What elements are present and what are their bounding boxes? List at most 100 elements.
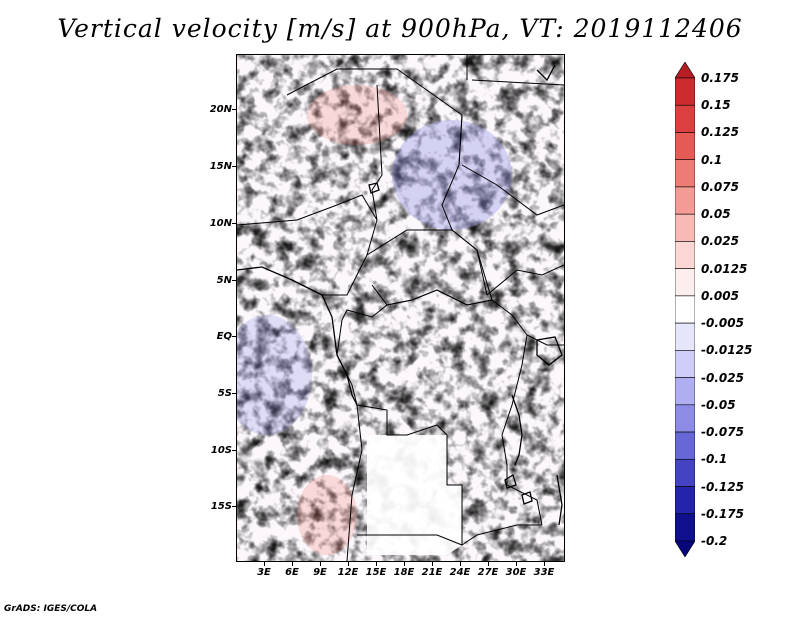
lat-tick <box>232 166 236 167</box>
lon-label-24e: 24E <box>449 567 471 578</box>
lon-label-3e: 3E <box>257 567 271 578</box>
map-panel <box>236 54 565 562</box>
colorbar-segment <box>675 213 695 242</box>
lon-label-6e: 6E <box>285 567 299 578</box>
border-angola <box>346 404 363 561</box>
colorbar-tick-label: -0.075 <box>701 425 744 440</box>
lon-tick <box>320 562 321 566</box>
colorbar-segment <box>675 377 695 406</box>
colorbar-tick-label: -0.05 <box>701 397 736 412</box>
colorbar-segment <box>675 458 695 487</box>
lat-label-10n: 10N <box>209 218 232 229</box>
colorbar-tick-label: 0.175 <box>701 71 739 85</box>
lon-tick <box>516 562 517 566</box>
colorbar-segment <box>675 431 695 460</box>
coast-gulf-guinea <box>237 266 358 406</box>
colorbar-tick-label: 0.005 <box>701 288 739 303</box>
border-drc-east <box>501 334 543 526</box>
lat-tick <box>232 223 236 224</box>
colorbar-segment <box>675 295 695 324</box>
colorbar-tick-label: -0.005 <box>701 316 744 331</box>
border-sudan-ethiopia <box>471 79 564 86</box>
lake-tanganyika <box>511 394 523 466</box>
lat-label-10s: 10S <box>210 445 232 456</box>
colorbar-segment <box>675 322 695 351</box>
colorbar-min-triangle <box>675 540 695 557</box>
colorbar-segment <box>675 77 695 106</box>
lat-tick <box>232 506 236 507</box>
colorbar-tick-label: -0.1 <box>701 452 728 467</box>
lat-tick <box>232 450 236 451</box>
lon-tick <box>432 562 433 566</box>
lon-label-30e: 30E <box>505 567 527 578</box>
lon-label-9e: 9E <box>313 567 327 578</box>
vertical-velocity-field <box>237 55 564 561</box>
blue-region-sahel <box>392 120 512 230</box>
lon-tick <box>348 562 349 566</box>
border-nigeria-cameroon <box>237 194 378 296</box>
colorbar-segment <box>675 404 695 433</box>
lon-tick <box>292 562 293 566</box>
lat-label-15s: 15S <box>210 501 232 512</box>
colorbar-segment <box>675 486 695 515</box>
lat-tick <box>232 336 236 337</box>
map-title: Vertical velocity [m/s] at 900hPa, VT: 2… <box>57 14 743 43</box>
calm-region-angola <box>367 435 462 555</box>
coast-red-sea <box>536 64 556 82</box>
lat-label-15n: 15N <box>209 161 232 172</box>
lon-label-33e: 33E <box>533 567 555 578</box>
colorbar-tick-label: 0.075 <box>701 179 739 194</box>
lon-tick <box>488 562 489 566</box>
colorbar-tick-label: 0.1 <box>701 152 723 167</box>
colorbar-segment <box>675 268 695 297</box>
lat-label-5n: 5N <box>216 275 232 286</box>
red-region-north <box>307 85 407 145</box>
lat-label-5s: 5S <box>217 388 232 399</box>
colorbar-tick-label: 0.0125 <box>701 261 748 276</box>
lat-tick <box>232 280 236 281</box>
lon-tick <box>544 562 545 566</box>
lat-label-20n: 20N <box>209 104 232 115</box>
colorbar-tick-label: -0.0125 <box>701 343 753 358</box>
lat-label-eq: EQ <box>216 331 232 342</box>
lat-tick <box>232 109 236 110</box>
lake-mweru <box>504 473 517 489</box>
lon-label-18e: 18E <box>393 567 415 578</box>
grads-credit: GrADS: IGES/COLA <box>4 604 98 614</box>
colorbar-segment <box>675 241 695 269</box>
colorbar-segment <box>675 513 695 542</box>
colorbar-tick-label: -0.2 <box>701 534 728 548</box>
lon-tick <box>376 562 377 566</box>
red-region-south <box>297 475 357 555</box>
lake-victoria <box>536 336 563 366</box>
lon-tick <box>404 562 405 566</box>
colorbar-segment <box>675 186 695 215</box>
colorbar-tick-label: 0.05 <box>701 207 731 222</box>
colorbar-tick-label: -0.125 <box>701 479 744 494</box>
border-chad-sudan <box>441 114 488 296</box>
lon-label-12e: 12E <box>337 567 359 578</box>
coastlines <box>237 64 563 526</box>
lon-tick <box>264 562 265 566</box>
colorbar-segment <box>675 159 695 188</box>
colorbar-segment <box>675 104 695 133</box>
border-south-sudan <box>486 264 564 296</box>
lon-label-21e: 21E <box>421 567 443 578</box>
border-namibia <box>357 534 463 546</box>
colorbar <box>675 62 695 557</box>
colorbar-tick-label: -0.025 <box>701 370 744 385</box>
colorbar-segment <box>675 350 695 378</box>
border-congo-drc <box>341 289 528 336</box>
colorbar-max-triangle <box>675 62 695 79</box>
colorbar-tick-label: 0.15 <box>701 98 731 113</box>
colorbar-tick-label: 0.125 <box>701 125 739 140</box>
lake-malawi <box>556 474 563 526</box>
border-sudan-south <box>461 164 564 216</box>
lake-bangweulu <box>521 491 533 505</box>
lon-tick <box>460 562 461 566</box>
lake-chad <box>368 182 380 194</box>
lon-label-15e: 15E <box>365 567 387 578</box>
colorbar-segment <box>675 132 695 161</box>
lat-tick <box>232 393 236 394</box>
colorbar-tick-label: 0.025 <box>701 234 739 249</box>
